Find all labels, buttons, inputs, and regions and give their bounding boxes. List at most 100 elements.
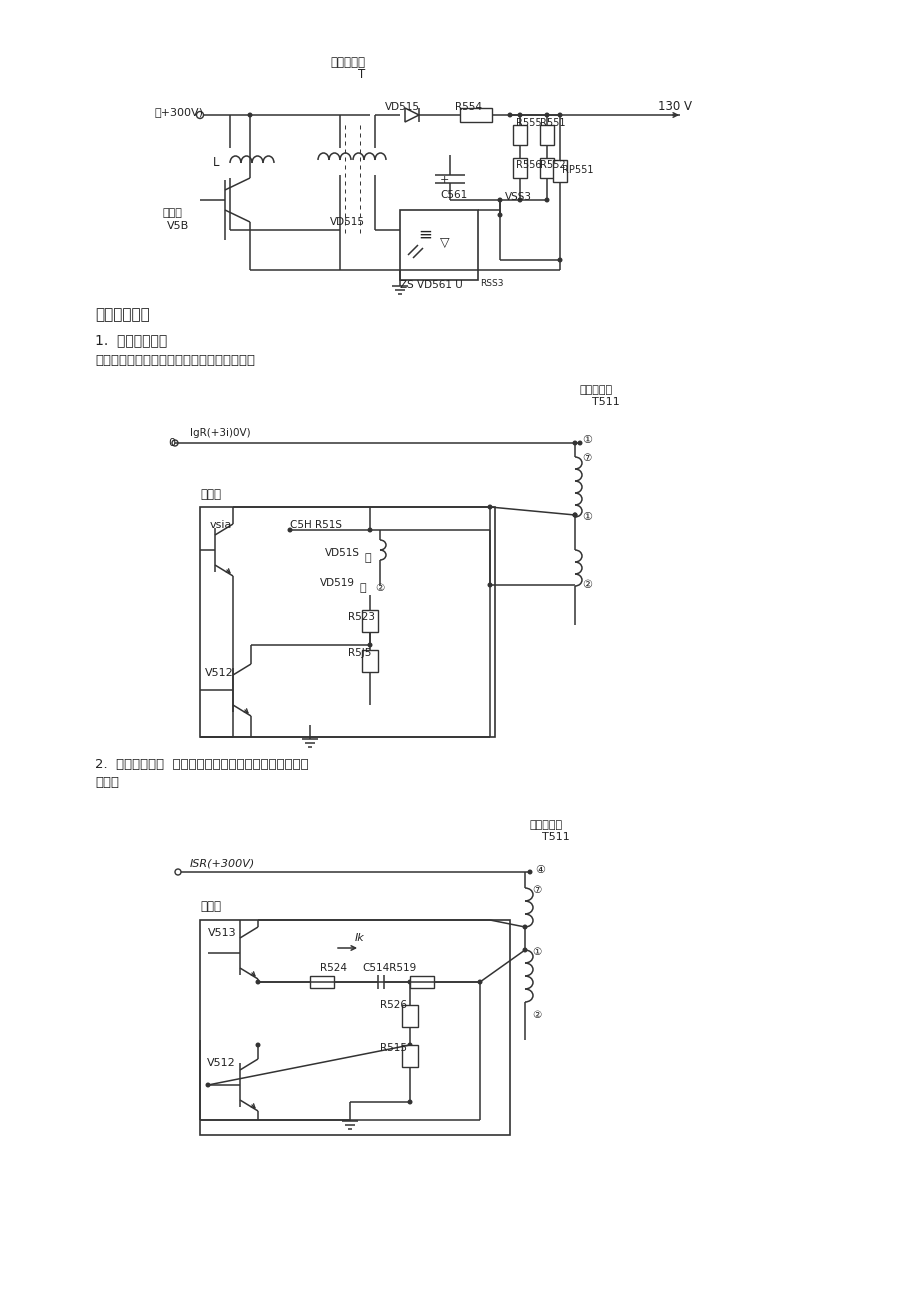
- Bar: [513, 125, 527, 145]
- Text: L: L: [213, 156, 220, 169]
- Bar: [361, 611, 378, 631]
- Text: RP551: RP551: [562, 165, 593, 174]
- Text: 押蜜变压器: 押蜜变压器: [330, 56, 365, 69]
- Circle shape: [407, 979, 412, 984]
- Text: R554: R554: [455, 102, 482, 112]
- Bar: [400, 210, 478, 280]
- Text: V512: V512: [207, 1059, 235, 1068]
- Text: Ik: Ik: [355, 934, 364, 943]
- Text: +: +: [439, 174, 448, 185]
- Circle shape: [516, 112, 522, 117]
- Text: VD51S: VD51S: [324, 548, 359, 559]
- Bar: [199, 506, 494, 737]
- Text: 加+300V): 加+300V): [154, 107, 204, 117]
- Bar: [552, 160, 566, 182]
- Text: IgR(+3i)0V): IgR(+3i)0V): [190, 428, 250, 437]
- Text: 开关变压器: 开关变压器: [529, 820, 562, 829]
- Circle shape: [172, 440, 177, 447]
- Bar: [410, 976, 434, 988]
- Text: 1.  过压保护电路: 1. 过压保护电路: [95, 333, 167, 348]
- Text: 开关变压器: 开关变压器: [579, 385, 612, 395]
- Text: ①: ①: [582, 512, 591, 522]
- Circle shape: [557, 258, 562, 263]
- Text: 2.  过流保护电路  过流保护电路工作原理及过程演示如图: 2. 过流保护电路 过流保护电路工作原理及过程演示如图: [95, 759, 308, 772]
- Text: 0: 0: [168, 437, 175, 448]
- Text: V5B: V5B: [167, 221, 189, 230]
- Text: RSS3: RSS3: [480, 279, 503, 288]
- Text: T511: T511: [591, 397, 619, 408]
- Bar: [361, 650, 378, 672]
- Text: R556: R556: [516, 160, 541, 171]
- Circle shape: [407, 1099, 412, 1104]
- Circle shape: [477, 979, 482, 984]
- Text: ①: ①: [531, 947, 540, 957]
- Circle shape: [572, 513, 577, 517]
- Polygon shape: [404, 108, 418, 122]
- Circle shape: [572, 440, 577, 445]
- Text: ②: ②: [531, 1010, 540, 1019]
- Circle shape: [487, 504, 492, 509]
- Circle shape: [255, 1043, 260, 1048]
- Text: ②: ②: [582, 579, 591, 590]
- Circle shape: [507, 112, 512, 117]
- Text: VD515: VD515: [330, 217, 365, 227]
- Text: T: T: [357, 68, 365, 81]
- Circle shape: [577, 440, 582, 445]
- Circle shape: [516, 198, 522, 203]
- Text: C561: C561: [439, 190, 467, 201]
- Text: ISR(+300V): ISR(+300V): [190, 858, 255, 868]
- Circle shape: [544, 198, 549, 203]
- Text: R515: R515: [380, 1043, 406, 1053]
- Circle shape: [572, 513, 577, 517]
- Text: 130 V: 130 V: [657, 100, 691, 113]
- Circle shape: [497, 198, 502, 203]
- Bar: [513, 158, 527, 178]
- Circle shape: [205, 1082, 210, 1087]
- Text: T511: T511: [541, 832, 569, 842]
- Circle shape: [497, 212, 502, 217]
- Text: ②: ②: [375, 583, 384, 592]
- Text: R552: R552: [539, 160, 565, 171]
- Text: V512: V512: [205, 668, 233, 678]
- Circle shape: [487, 582, 492, 587]
- Text: 西: 西: [359, 583, 367, 592]
- Bar: [402, 1005, 417, 1027]
- Circle shape: [367, 527, 372, 533]
- Text: 开关管: 开关管: [199, 901, 221, 914]
- Text: ▽: ▽: [439, 236, 449, 249]
- Text: ZS VD561 U: ZS VD561 U: [400, 280, 462, 290]
- Text: R551: R551: [539, 118, 565, 128]
- Text: R5J5: R5J5: [347, 648, 371, 658]
- Text: VSS3: VSS3: [505, 191, 531, 202]
- Text: 所示。: 所示。: [95, 776, 119, 789]
- Text: ≡: ≡: [417, 227, 431, 243]
- Text: R555: R555: [516, 118, 541, 128]
- Bar: [310, 976, 334, 988]
- Text: 盘: 盘: [365, 553, 371, 562]
- Circle shape: [544, 112, 549, 117]
- Circle shape: [522, 948, 527, 953]
- Text: 过压保护电路工作原理及过程演示如图所示。: 过压保护电路工作原理及过程演示如图所示。: [95, 354, 255, 366]
- Bar: [402, 1046, 417, 1068]
- Text: ⑦: ⑦: [582, 453, 591, 464]
- Text: V513: V513: [208, 928, 236, 937]
- Text: C514R519: C514R519: [361, 963, 415, 973]
- Text: 开关管: 开关管: [163, 208, 183, 217]
- Circle shape: [557, 112, 562, 117]
- Text: 开光弄: 开光弄: [199, 488, 221, 501]
- Circle shape: [197, 112, 203, 118]
- Text: R526: R526: [380, 1000, 406, 1010]
- Bar: [199, 921, 509, 1135]
- Bar: [460, 108, 492, 122]
- Bar: [539, 158, 553, 178]
- Circle shape: [175, 868, 181, 875]
- Text: vsia: vsia: [210, 519, 233, 530]
- Text: ④: ④: [535, 865, 544, 875]
- Circle shape: [247, 112, 252, 117]
- Bar: [539, 125, 553, 145]
- Text: C5H R51S: C5H R51S: [289, 519, 342, 530]
- Text: ⑦: ⑦: [531, 885, 540, 894]
- Text: R524: R524: [320, 963, 346, 973]
- Text: ①: ①: [582, 435, 591, 445]
- Circle shape: [527, 870, 532, 875]
